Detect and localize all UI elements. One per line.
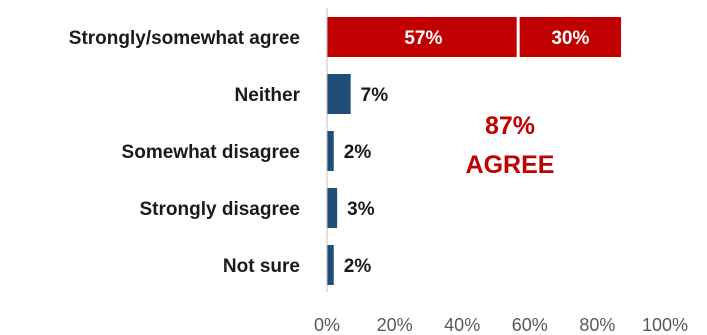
- bar-not-sure-segment-1: [327, 245, 334, 285]
- category-label-strongly-disagree: Strongly disagree: [140, 199, 301, 220]
- bar-strongly-somewhat-agree-segment-2: [519, 17, 622, 57]
- x-tick-label-0: 0%: [314, 315, 340, 335]
- x-tick-label-40: 40%: [444, 315, 480, 335]
- x-tick-label-100: 100%: [642, 315, 688, 335]
- value-label-strongly-somewhat-agree-1: 57%: [404, 28, 442, 49]
- bar-somewhat-disagree-segment-1: [327, 131, 334, 171]
- bars-group: [327, 17, 622, 285]
- value-label-somewhat-disagree-1: 2%: [344, 142, 372, 163]
- agree-callout: 87% AGREE: [466, 112, 555, 179]
- x-tick-label-80: 80%: [579, 315, 615, 335]
- callout-agree: AGREE: [466, 151, 555, 179]
- x-tick-labels: 0% 20% 40% 60% 80% 100%: [314, 315, 688, 335]
- value-label-neither-1: 7%: [361, 85, 389, 106]
- bar-strongly-somewhat-agree-segment-1: [327, 17, 517, 57]
- x-tick-label-20: 20%: [377, 315, 413, 335]
- x-tick-label-60: 60%: [512, 315, 548, 335]
- category-label-neither: Neither: [235, 85, 301, 106]
- value-label-not-sure-1: 2%: [344, 256, 372, 277]
- value-label-strongly-disagree-1: 3%: [347, 199, 375, 220]
- value-label-strongly-somewhat-agree-2: 30%: [551, 28, 589, 49]
- callout-percent: 87%: [485, 112, 535, 140]
- bar-neither-segment-1: [327, 74, 351, 114]
- category-label-not-sure: Not sure: [223, 256, 300, 277]
- category-label-somewhat-disagree: Somewhat disagree: [122, 142, 300, 163]
- category-labels: Strongly/somewhat agree Neither Somewhat d…: [69, 28, 301, 277]
- value-labels: 57% 30% 7% 2% 3% 2%: [344, 28, 590, 277]
- category-label-strongly-somewhat-agree: Strongly/somewhat agree: [69, 28, 300, 49]
- bar-strongly-disagree-segment-1: [327, 188, 338, 228]
